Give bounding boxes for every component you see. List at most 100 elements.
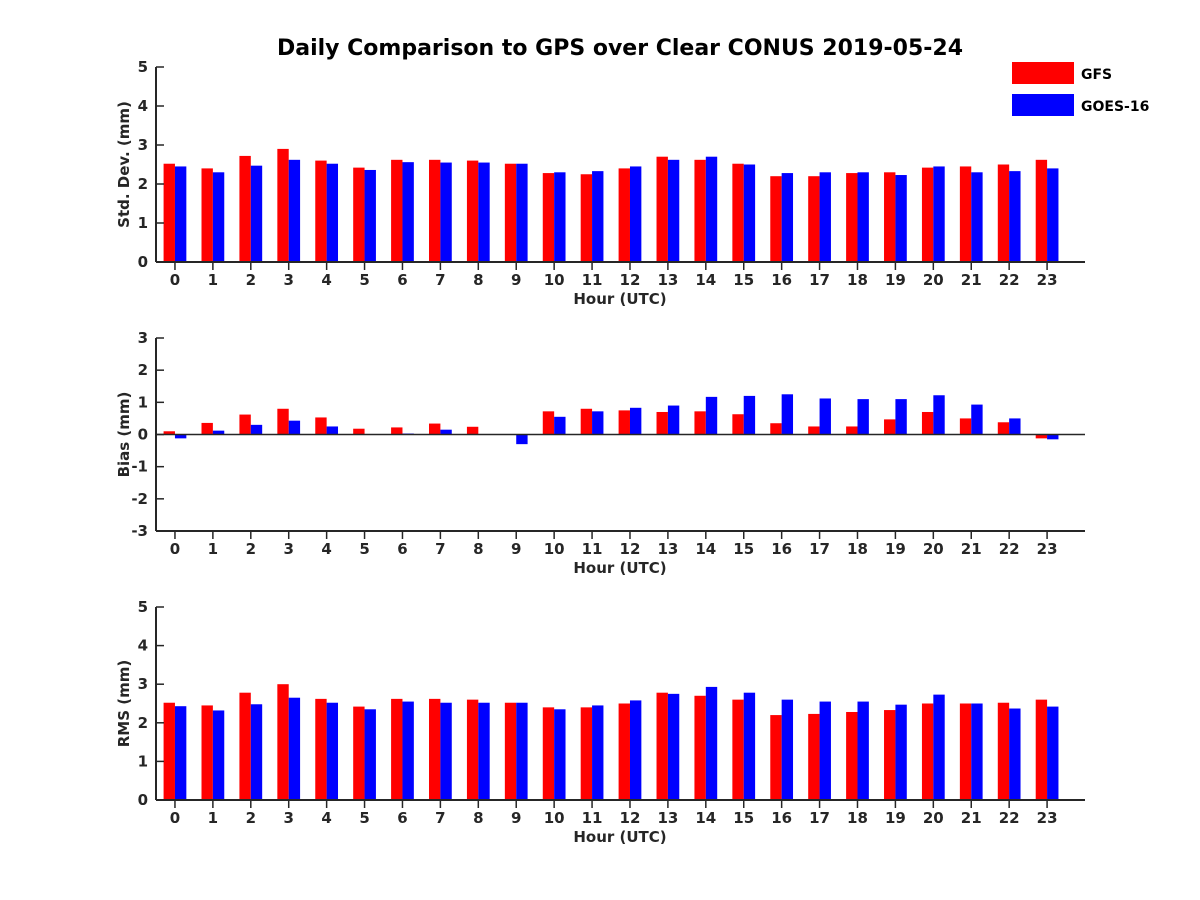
bias-bar-gfs-8 [466,426,479,435]
rms-ylabel: RMS (mm) [115,660,133,747]
bias-xtick-label: 15 [733,540,754,558]
rms-bar-goes16-23 [1047,706,1059,800]
bias-bar-goes16-12 [629,407,642,435]
bias-bar-goes16-21 [971,404,983,435]
rms-xtick-label: 17 [809,809,830,827]
stddev-bar-gfs-1 [201,168,213,262]
stddev-bar-goes16-13 [667,159,680,262]
rms-bar-goes16-12 [629,700,642,800]
stddev-xtick-label: 3 [283,271,293,289]
stddev-bar-goes16-7 [440,162,452,262]
bias-bar-goes16-20 [933,395,945,435]
bias-bar-gfs-23 [1035,434,1048,439]
stddev-bar-goes16-1 [212,172,225,262]
bias-bar-goes16-17 [819,398,831,435]
stddev-bar-gfs-4 [315,160,327,262]
rms-xtick-label: 9 [511,809,521,827]
legend: GFS GOES-16 [1012,62,1149,116]
rms-bar-gfs-23 [1035,699,1048,800]
stddev-bar-gfs-19 [884,172,896,262]
rms-bar-goes16-13 [667,693,680,800]
bias-bar-gfs-5 [353,428,365,435]
stddev-ytick-label: 3 [138,136,148,154]
rms-bar-goes16-16 [781,699,794,800]
bias-ylabel: Bias (mm) [115,392,133,478]
stddev-bar-goes16-19 [895,175,907,262]
bias-bar-goes16-16 [781,394,794,435]
bias-bar-gfs-2 [239,414,251,435]
bias-bar-goes16-22 [1009,418,1021,435]
stddev-bar-goes16-15 [743,164,756,262]
rms-bar-gfs-1 [201,705,213,800]
bias-ytick-label: -1 [131,458,148,476]
stddev-xtick-label: 19 [885,271,906,289]
rms-bar-gfs-21 [959,703,972,800]
bias-xtick-label: 12 [620,540,641,558]
stddev-xtick-label: 1 [208,271,218,289]
bias-bar-gfs-14 [694,411,706,435]
legend-label-goes16: GOES-16 [1081,99,1149,115]
stddev-bar-goes16-22 [1009,171,1021,262]
bias-bar-gfs-10 [542,411,555,435]
stddev-bar-goes16-10 [554,172,566,262]
rms-xtick-label: 18 [847,809,868,827]
rms-bar-goes16-1 [212,710,225,800]
bias-xtick-label: 14 [695,540,716,558]
stddev-xtick-label: 4 [321,271,331,289]
rms-xtick-label: 12 [620,809,641,827]
bias-xtick-label: 10 [544,540,565,558]
bias-bar-goes16-23 [1047,434,1059,440]
bias-xtick-label: 17 [809,540,830,558]
bias-bar-gfs-19 [884,419,896,435]
stddev-bar-goes16-21 [971,172,983,262]
stddev-xtick-label: 2 [246,271,256,289]
legend-swatch-gfs [1012,62,1074,84]
rms-xtick-label: 0 [170,809,180,827]
stddev-xtick-label: 6 [397,271,407,289]
stddev-bar-gfs-2 [239,155,251,262]
bias-bar-gfs-12 [618,410,630,435]
bias-xtick-label: 11 [582,540,603,558]
rms-bar-gfs-11 [580,707,593,800]
stddev-bar-gfs-10 [542,173,555,262]
stddev-bar-goes16-5 [364,169,376,262]
stddev-bar-gfs-21 [959,166,972,262]
bias-bar-goes16-10 [554,416,566,435]
stddev-xtick-label: 20 [923,271,944,289]
rms-xtick-label: 8 [473,809,483,827]
stddev-xtick-label: 11 [582,271,603,289]
bias-xlabel: Hour (UTC) [573,559,666,577]
stddev-xtick-label: 15 [733,271,754,289]
rms-bar-goes16-3 [288,697,301,800]
rms-bar-goes16-5 [364,709,376,800]
rms-bar-gfs-6 [391,698,403,800]
bias-bar-goes16-0 [174,434,187,439]
bias-ytick-label: -3 [131,522,148,540]
stddev-ytick-label: 4 [138,97,148,115]
stddev-ytick-label: 5 [138,58,148,76]
rms-xtick-label: 5 [359,809,369,827]
chart-title: Daily Comparison to GPS over Clear CONUS… [277,36,963,61]
bias-bar-goes16-9 [516,434,528,445]
stddev-bar-gfs-22 [997,164,1010,262]
stddev-xtick-label: 21 [961,271,982,289]
rms-bar-goes16-21 [971,703,983,800]
stddev-bar-goes16-16 [781,173,794,262]
rms-bar-goes16-14 [705,686,718,800]
bias-xtick-label: 0 [170,540,180,558]
stddev-xtick-label: 7 [435,271,445,289]
rms-bar-gfs-22 [997,702,1010,800]
stddev-bar-goes16-6 [402,162,414,262]
rms-bar-gfs-12 [618,703,630,800]
bias-xtick-label: 8 [473,540,483,558]
rms-ytick-label: 2 [138,714,148,732]
stddev-bar-gfs-11 [580,174,593,262]
rms-xtick-label: 19 [885,809,906,827]
bias-xtick-label: 16 [771,540,792,558]
rms-bar-goes16-4 [326,702,339,800]
stddev-xtick-label: 10 [544,271,565,289]
rms-bar-gfs-13 [656,692,668,800]
legend-swatch-goes16 [1012,94,1074,116]
